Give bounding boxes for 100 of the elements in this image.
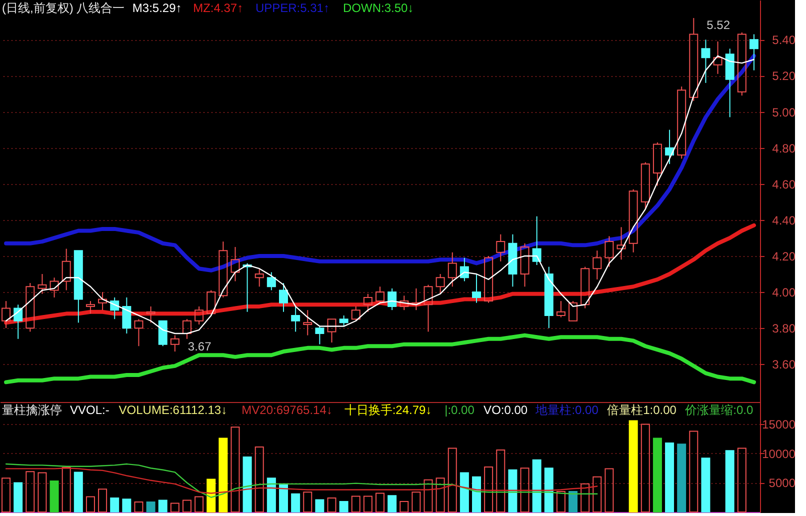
bar [640, 424, 650, 512]
bar [556, 491, 566, 512]
bar [291, 493, 300, 512]
candlestick [291, 306, 300, 332]
bar [26, 471, 35, 512]
bar [110, 497, 120, 512]
candlestick [62, 248, 71, 291]
y-tick-label: 4.20 [772, 249, 796, 264]
bar [460, 472, 469, 512]
line-series [4, 54, 756, 272]
bar [436, 478, 445, 512]
text: UPPER:5.31↑ [255, 1, 330, 15]
line-series [4, 333, 756, 384]
candlestick [592, 250, 602, 280]
bar [230, 426, 240, 512]
bar [146, 502, 156, 512]
bar [424, 479, 433, 512]
text: MZ:4.37↑ [193, 1, 244, 15]
bar [701, 458, 710, 512]
candlestick [604, 236, 614, 268]
y-tick-label: 4.80 [772, 141, 796, 156]
bar [122, 498, 132, 512]
bar [2, 478, 11, 512]
annotation: 3.67 [188, 340, 212, 354]
candlestick [616, 226, 626, 260]
bar [532, 459, 542, 512]
annotation: VVOL:- [70, 403, 110, 417]
y-tick-label: 3.60 [772, 358, 796, 372]
bar [592, 476, 602, 512]
text: DOWN:3.50↓ [343, 1, 414, 15]
annotation: MV20:69765.14↓ [242, 403, 332, 417]
candlestick [412, 288, 421, 311]
candlestick [701, 39, 710, 84]
annotation: 价涨量缩:0.0 [684, 403, 754, 417]
bar [496, 449, 506, 512]
bar [206, 478, 216, 512]
bar [242, 456, 252, 512]
bar [544, 468, 554, 512]
candlestick [496, 234, 506, 262]
bar [400, 500, 409, 512]
bar [50, 480, 59, 512]
annotation: VO:0.00 [484, 403, 528, 417]
candlestick [544, 266, 554, 329]
bar [677, 444, 686, 512]
annotation: |:0.00 [444, 403, 475, 417]
y-tick-label: 3.80 [772, 322, 796, 336]
annotation: VOLUME:61112.13↓ [118, 403, 228, 417]
candlestick [146, 306, 156, 324]
candlestick [472, 274, 482, 304]
bar [689, 430, 698, 512]
bar [315, 499, 324, 512]
annotation: 十日换手:24.79↓ [344, 403, 432, 417]
bar [74, 472, 83, 512]
bar [604, 468, 614, 512]
line-series [4, 223, 756, 325]
bar [472, 476, 482, 512]
bar [652, 438, 662, 512]
candlestick [448, 252, 457, 288]
bar [665, 442, 674, 512]
bar [725, 450, 734, 512]
y-tick-label: 4.60 [772, 177, 796, 192]
bar [218, 438, 228, 512]
bar [388, 495, 397, 512]
bar [351, 496, 360, 512]
bar [520, 468, 530, 512]
bar [363, 496, 372, 512]
y-tick-label: 5.40 [772, 33, 796, 48]
bar [412, 492, 421, 512]
y-tick-label: 4.40 [772, 213, 796, 228]
y-tick-label: 5.00 [772, 105, 796, 120]
bar [182, 500, 192, 512]
candlestick [2, 300, 11, 329]
bar [134, 502, 144, 512]
bar [568, 491, 578, 512]
annotation: 5.52 [706, 18, 730, 32]
y-tick-label: 5000 [768, 476, 796, 490]
bar [327, 497, 336, 512]
bar [170, 502, 180, 512]
bar [339, 500, 348, 512]
annotation: 倍量柱1:0.00 [607, 403, 677, 417]
bar [62, 467, 71, 512]
candlestick [122, 296, 132, 334]
bar [158, 500, 168, 512]
chart-title: 量柱擒涨停 [2, 403, 62, 417]
y-tick-label: 15000 [762, 418, 796, 432]
candlestick [713, 40, 722, 74]
bar [580, 483, 590, 512]
bar [376, 492, 384, 512]
y-tick-label: 4.00 [772, 286, 796, 300]
text: M3:5.29↑ [132, 1, 182, 15]
candlestick [230, 246, 240, 282]
bar [254, 446, 264, 512]
bar [98, 488, 108, 512]
bar [14, 482, 23, 512]
bar [448, 448, 457, 512]
bar [303, 492, 312, 512]
annotation: 地量柱:0.00 [534, 403, 599, 417]
bar [38, 472, 47, 512]
bar [737, 448, 746, 512]
bar [628, 420, 638, 512]
